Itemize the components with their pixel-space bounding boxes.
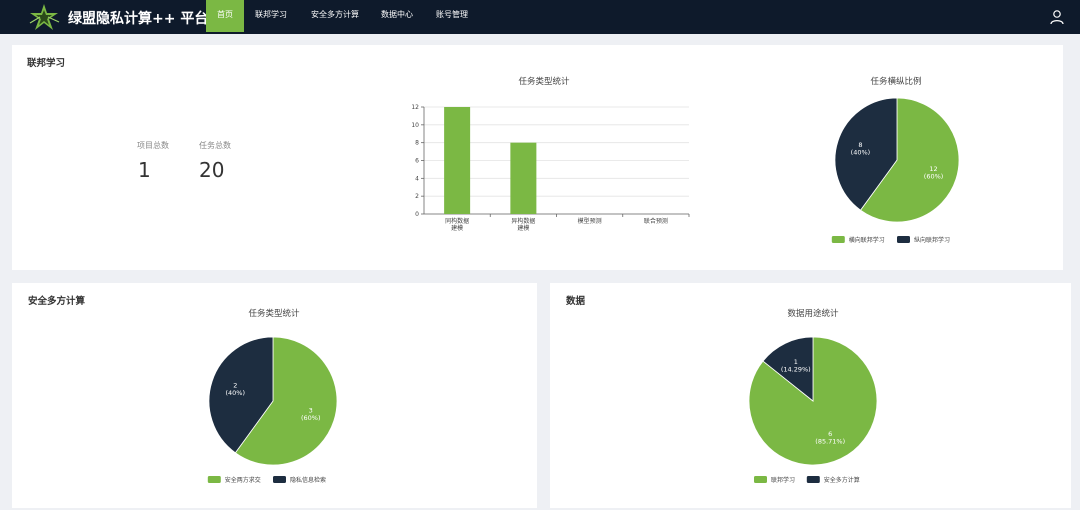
slice-percent-label: (85.71%) bbox=[815, 437, 845, 445]
pie-chart-title-data: 数据用途统计 bbox=[787, 309, 839, 319]
legend-swatch bbox=[831, 236, 845, 243]
y-tick-label: 0 bbox=[415, 211, 419, 218]
pie-chart-title-mpc: 任务类型统计 bbox=[248, 309, 300, 319]
nav-account-management[interactable]: 账号管理 bbox=[436, 10, 468, 19]
slice-percent-label: (60%) bbox=[924, 172, 944, 180]
panel-title-federated: 联邦学习 bbox=[27, 58, 66, 69]
y-tick-label: 10 bbox=[411, 122, 419, 129]
top-navigation-bar: 绿盟隐私计算++ 平台 首页 联邦学习 安全多方计算 数据中心 账号管理 bbox=[0, 0, 1080, 34]
pie-slice bbox=[859, 97, 960, 223]
pie-slice bbox=[834, 97, 898, 211]
x-tick-label: 模型预测 bbox=[578, 217, 602, 225]
legend-label: 横向联邦学习 bbox=[849, 236, 885, 244]
legend-label: 安全多方计算 bbox=[824, 476, 860, 484]
user-icon[interactable] bbox=[1049, 9, 1065, 25]
nav-federated-learning[interactable]: 联邦学习 bbox=[255, 10, 287, 19]
legend-label: 隐私信息检索 bbox=[290, 476, 326, 484]
slice-value-label: 2 bbox=[233, 382, 237, 390]
panel-title-mpc: 安全多方计算 bbox=[28, 296, 86, 307]
legend-label: 联邦学习 bbox=[771, 476, 795, 484]
legend-swatch bbox=[897, 236, 910, 243]
federated-learning-panel: 联邦学习 项目总数 1 任务总数 20 任务类型统计 0 2 4 6 8 10 12 同构数据… bbox=[12, 45, 1063, 270]
pie-chart-title-ratio: 任务横纵比例 bbox=[870, 77, 922, 87]
legend-label: 纵向联邦学习 bbox=[914, 236, 950, 244]
data-panel: 数据 数据用途统计 6 (85.71%) 1 (14.29%) 联邦学习 安全多方计算 bbox=[550, 283, 1071, 508]
slice-value-label: 6 bbox=[828, 430, 832, 438]
legend-swatch bbox=[273, 476, 286, 483]
slice-value-label: 3 bbox=[309, 406, 313, 414]
slice-value-label: 1 bbox=[794, 358, 798, 366]
mpc-task-pie-chart: 3(60%) 2(40%) 安全两方求交 隐私信息检索 bbox=[207, 336, 338, 484]
nav-data-center[interactable]: 数据中心 bbox=[381, 10, 413, 19]
slice-percent-label: (40%) bbox=[851, 149, 871, 157]
slice-percent-label: (14.29%) bbox=[781, 366, 811, 374]
logo-star-icon bbox=[29, 4, 60, 30]
x-tick-label: 建模 bbox=[517, 224, 529, 232]
y-tick-label: 6 bbox=[415, 158, 419, 165]
slice-value-label: 12 bbox=[929, 165, 937, 173]
data-usage-pie-chart: 6(85.71%) 1(14.29%) 联邦学习 安全多方计算 bbox=[748, 336, 878, 484]
nav-secure-mpc[interactable]: 安全多方计算 bbox=[311, 10, 359, 19]
project-count-value: 1 bbox=[138, 158, 151, 182]
legend-swatch bbox=[207, 476, 221, 483]
slice-percent-label: (40%) bbox=[225, 389, 245, 397]
slice-value-label: 8 bbox=[858, 141, 862, 149]
legend-label: 安全两方求交 bbox=[225, 476, 261, 484]
bar bbox=[444, 107, 471, 214]
x-tick-label: 建模 bbox=[451, 224, 463, 232]
x-tick-label: 异构数据 bbox=[511, 217, 535, 225]
y-tick-label: 8 bbox=[415, 140, 419, 147]
pie-slice bbox=[762, 336, 814, 402]
bar bbox=[510, 142, 537, 214]
y-tick-label: 12 bbox=[411, 104, 419, 111]
y-tick-label: 4 bbox=[415, 175, 419, 182]
panel-title-data: 数据 bbox=[566, 296, 586, 307]
x-tick-label: 同构数据 bbox=[445, 217, 469, 225]
task-count-label: 任务总数 bbox=[199, 141, 231, 150]
task-count-value: 20 bbox=[199, 158, 225, 182]
task-ratio-pie-chart: 12(60%) 8(40%) 横向联邦学习 纵向联邦学习 bbox=[831, 97, 960, 244]
legend-swatch bbox=[754, 476, 767, 483]
platform-title: 绿盟隐私计算++ 平台 bbox=[68, 11, 209, 27]
bar-chart-title: 任务类型统计 bbox=[518, 77, 570, 87]
x-tick-label: 联合预测 bbox=[644, 217, 668, 225]
project-count-label: 项目总数 bbox=[137, 141, 169, 150]
nav-home[interactable]: 首页 bbox=[206, 0, 244, 32]
slice-percent-label: (60%) bbox=[301, 414, 321, 422]
secure-mpc-panel: 安全多方计算 任务类型统计 3 (60%) 2 (40%) 安全两方求交 隐私信息检索 bbox=[12, 283, 537, 508]
y-tick-label: 2 bbox=[415, 193, 419, 200]
pie-slice bbox=[234, 336, 338, 466]
legend-swatch bbox=[806, 476, 820, 483]
pie-slice bbox=[208, 336, 274, 454]
